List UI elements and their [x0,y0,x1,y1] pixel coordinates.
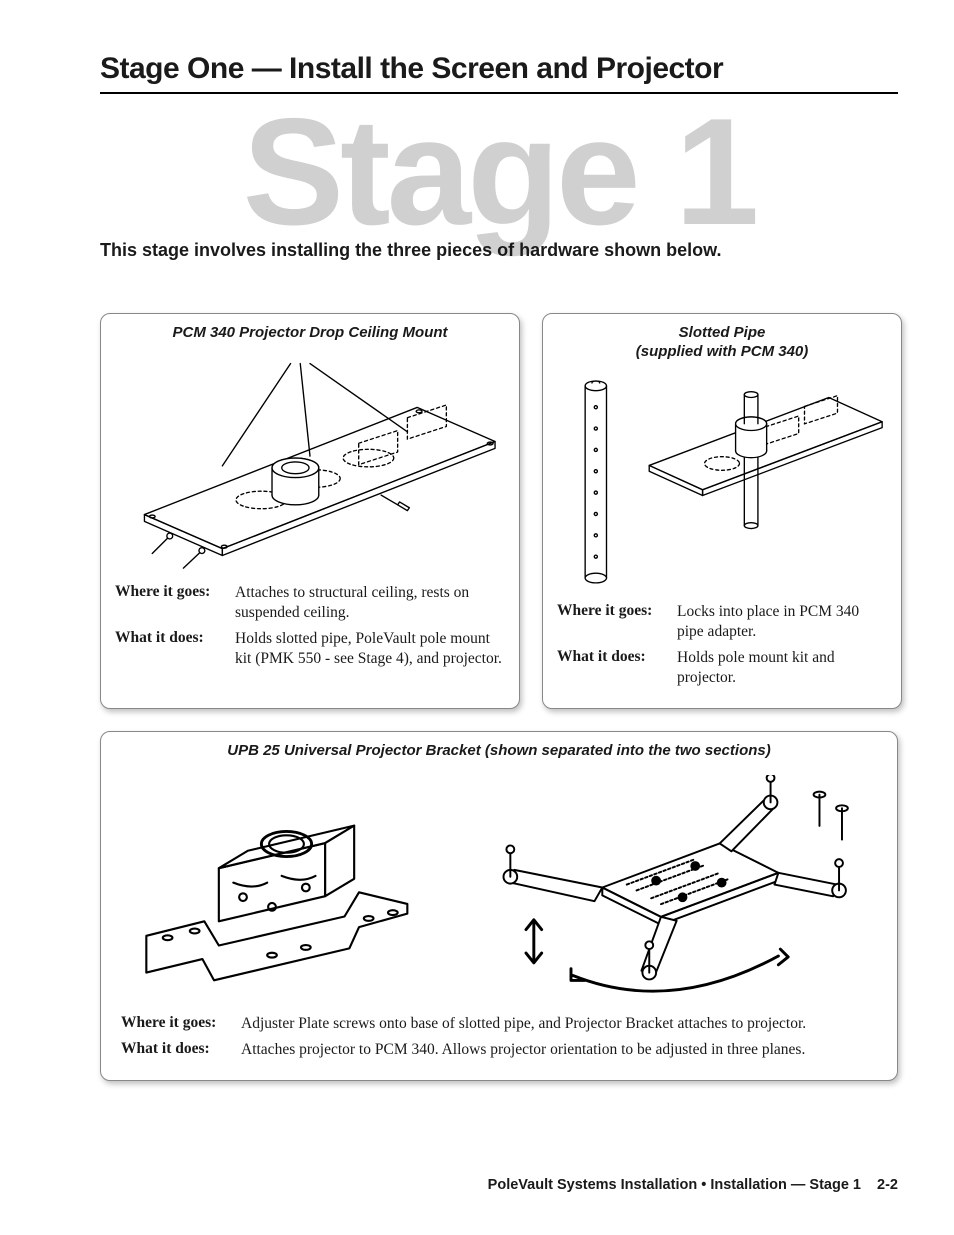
card-slotted-pipe-kv: Where it goes: Locks into place in PCM 3… [557,602,887,689]
slotted-pipe-what: Holds pole mount kit and projector. [677,648,887,688]
kv-where-label-3: Where it goes: [121,1014,241,1032]
stage-watermark: Stage 1 [100,96,898,248]
kv-where-label: Where it goes: [115,583,235,601]
card-pcm340-title: PCM 340 Projector Drop Ceiling Mount [115,324,505,343]
card-pcm340: PCM 340 Projector Drop Ceiling Mount [100,313,520,709]
card-slotted-pipe: Slotted Pipe (supplied with PCM 340) [542,313,902,709]
card-slotted-pipe-title: Slotted Pipe (supplied with PCM 340) [557,324,887,362]
upb25-where: Adjuster Plate screws onto base of slott… [241,1014,883,1034]
top-card-row: PCM 340 Projector Drop Ceiling Mount [100,313,898,709]
slotted-pipe-where: Locks into place in PCM 340 pipe adapter… [677,602,887,642]
kv-what-label-3: What it does: [121,1040,241,1058]
slotted-pipe-title-l2: (supplied with PCM 340) [636,343,809,360]
illus-slotted-pipe [557,368,887,592]
upb25-bracket-svg [451,775,871,1000]
section-title: Stage One — Install the Screen and Proje… [100,52,898,86]
illus-pcm340 [115,349,505,573]
footer-text: PoleVault Systems Installation • Install… [488,1177,861,1193]
intro-text: This stage involves installing the three… [100,240,898,261]
kv-what-label-2: What it does: [557,648,677,666]
page-footer: PoleVault Systems Installation • Install… [488,1177,898,1193]
card-upb25-kv: Where it goes: Adjuster Plate screws ont… [121,1014,883,1060]
pcm340-svg [115,349,505,573]
slotted-pipe-svg [557,368,887,592]
pcm340-where: Attaches to structural ceiling, rests on… [235,583,505,623]
card-pcm340-kv: Where it goes: Attaches to structural ce… [115,583,505,670]
illus-upb25 [115,767,883,1004]
footer-page: 2-2 [877,1177,898,1193]
upb25-what: Attaches projector to PCM 340. Allows pr… [241,1040,883,1060]
card-upb25-title: UPB 25 Universal Projector Bracket (show… [115,742,883,761]
slotted-pipe-title-l1: Slotted Pipe [679,324,766,341]
pcm340-what: Holds slotted pipe, PoleVault pole mount… [235,629,505,669]
kv-where-label-2: Where it goes: [557,602,677,620]
card-upb25: UPB 25 Universal Projector Bracket (show… [100,731,898,1081]
kv-what-label: What it does: [115,629,235,647]
upb25-adjuster-svg [127,790,417,985]
